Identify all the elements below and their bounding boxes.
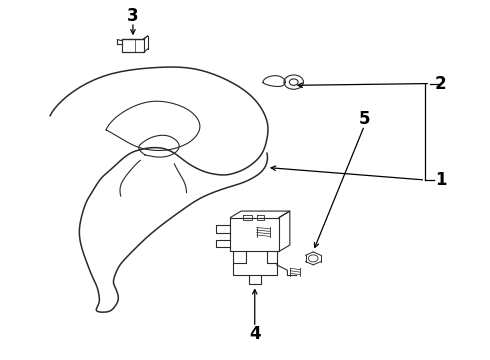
Text: 5: 5	[359, 110, 370, 128]
Text: 4: 4	[249, 325, 261, 343]
Text: 1: 1	[435, 171, 446, 189]
Text: 3: 3	[127, 7, 139, 25]
Text: 2: 2	[435, 75, 447, 93]
